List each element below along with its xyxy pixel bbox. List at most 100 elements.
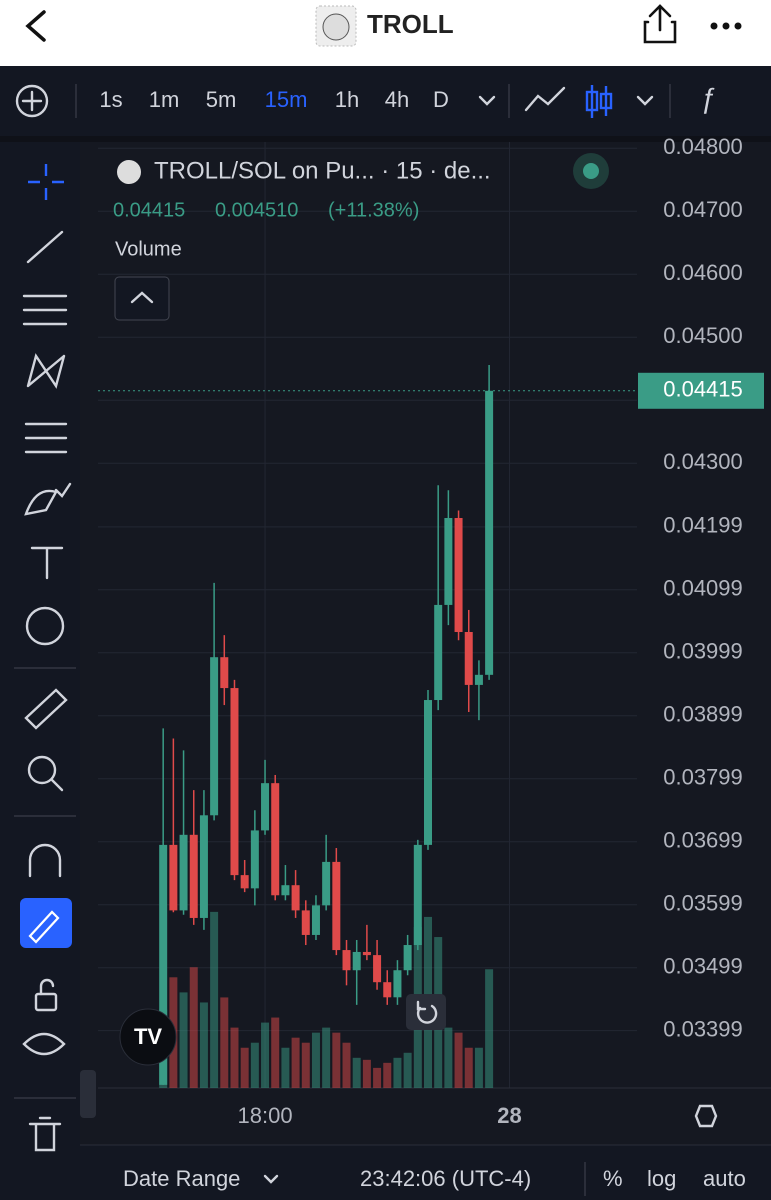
percent-toggle[interactable]: % — [603, 1166, 623, 1191]
candle-body — [464, 632, 473, 685]
y-tick-label: 0.04199 — [663, 513, 743, 538]
candle-body — [199, 815, 208, 918]
y-tick-label: 0.03399 — [663, 1016, 743, 1041]
brush-tool[interactable] — [24, 482, 72, 516]
legend-change-pct: (+11.38%) — [328, 199, 419, 221]
candle-body — [210, 657, 219, 816]
reset-button[interactable] — [406, 994, 446, 1030]
candle-chart-button[interactable] — [585, 85, 613, 118]
volume-bar — [444, 1027, 453, 1088]
volume-bar — [362, 1059, 371, 1088]
volume-bar — [189, 967, 198, 1088]
interval-button[interactable]: 1h — [335, 87, 359, 112]
pencil-icon — [28, 910, 60, 944]
volume-bar — [485, 969, 494, 1088]
candle-body — [393, 970, 402, 998]
y-tick-label: 0.04700 — [663, 197, 743, 222]
add-icon — [21, 90, 43, 112]
prediction-tool[interactable] — [24, 422, 68, 454]
interval-button[interactable]: 1s — [99, 87, 122, 112]
interval-group: 1s 1m 5m 15m 1h 4h D — [99, 87, 449, 112]
share-button[interactable] — [643, 4, 677, 44]
volume-bar — [261, 1022, 270, 1088]
header-title: TROLL — [367, 9, 454, 39]
volume-bar — [352, 1057, 361, 1088]
text-tool[interactable] — [30, 546, 64, 580]
unlock-tool[interactable] — [34, 992, 58, 1012]
legend-symbol: TROLL/SOL on Pu... · 15 · de... — [154, 157, 491, 184]
tool-panel — [0, 142, 80, 1200]
collapse-icon — [130, 291, 154, 304]
trendline-tool[interactable] — [26, 230, 64, 264]
panel-toggle[interactable] — [80, 1070, 96, 1118]
interval-button[interactable]: 4h — [385, 87, 409, 112]
y-tick-label: 0.04800 — [663, 134, 743, 159]
volume-bar — [393, 1057, 402, 1088]
separator — [0, 136, 771, 142]
interval-button[interactable]: 15m — [265, 87, 308, 112]
volume-bar — [210, 911, 219, 1088]
fib-tool[interactable] — [22, 294, 68, 326]
log-toggle[interactable]: log — [647, 1166, 676, 1191]
add-button[interactable] — [15, 84, 49, 118]
plot-area: 0.048000.047000.046000.045000.044000.043… — [98, 134, 771, 1128]
interval-button[interactable]: 5m — [206, 87, 237, 112]
last-price-label: 0.04415 — [663, 377, 743, 402]
emoji-tool[interactable] — [25, 606, 65, 646]
candle-body — [230, 688, 239, 876]
y-tick-label: 0.03599 — [663, 891, 743, 916]
volume-bar — [322, 1027, 331, 1088]
volume-bar — [240, 1047, 249, 1088]
pattern-tool[interactable] — [26, 353, 66, 389]
ruler-tool[interactable] — [24, 688, 68, 730]
candle-body — [159, 844, 168, 1085]
volume-bar — [373, 1067, 382, 1088]
volume-bar — [464, 1047, 473, 1088]
candle-body — [485, 390, 494, 675]
volume-bar — [342, 1042, 351, 1088]
volume-bar — [230, 1027, 239, 1088]
y-tick-label: 0.03899 — [663, 702, 743, 727]
y-tick-label: 0.03699 — [663, 828, 743, 853]
candle-body — [240, 875, 249, 889]
candle-body — [250, 830, 259, 889]
dropdown[interactable] — [263, 1174, 279, 1184]
y-tick-label: 0.04600 — [663, 260, 743, 285]
candle-body — [332, 861, 341, 951]
more-button[interactable] — [710, 22, 742, 30]
y-tick-label: 0.04300 — [663, 449, 743, 474]
candle-body — [362, 951, 371, 956]
back-button[interactable] — [25, 10, 46, 42]
y-tick-label: 0.04099 — [663, 576, 743, 601]
interval-button[interactable]: 1m — [149, 87, 180, 112]
zoom-tool[interactable] — [27, 755, 57, 785]
volume-bar — [403, 1052, 412, 1088]
candle-body — [301, 910, 310, 935]
y-tick-label: 0.03499 — [663, 954, 743, 979]
settings-button[interactable] — [694, 1104, 718, 1128]
auto-toggle[interactable]: auto — [703, 1166, 746, 1191]
dropdown[interactable] — [478, 95, 496, 106]
magnet-tool[interactable] — [28, 843, 62, 878]
candle-body — [373, 955, 382, 983]
date-range[interactable]: Date Range — [123, 1166, 240, 1191]
indicators-icon[interactable]: ƒ — [700, 82, 716, 113]
interval-button[interactable]: D — [433, 87, 449, 112]
delete-tool[interactable] — [28, 1116, 62, 1152]
visibility-tool[interactable] — [22, 1032, 66, 1056]
legend-last: 0.04415 — [113, 199, 185, 221]
collapse-button[interactable] — [114, 276, 170, 321]
candle-body — [220, 657, 229, 689]
lock-drawing-tool[interactable] — [20, 898, 72, 948]
header-bar — [0, 0, 771, 66]
legend-icon — [117, 160, 141, 184]
candle-body — [444, 518, 453, 605]
crosshair-tool[interactable] — [28, 164, 64, 200]
volume-bar — [301, 1042, 310, 1088]
status-dot — [583, 163, 599, 179]
y-tick-label: 0.03999 — [663, 639, 743, 664]
x-tick-label: 28 — [497, 1103, 521, 1128]
dropdown[interactable] — [636, 95, 654, 106]
line-chart-button[interactable] — [524, 86, 566, 112]
